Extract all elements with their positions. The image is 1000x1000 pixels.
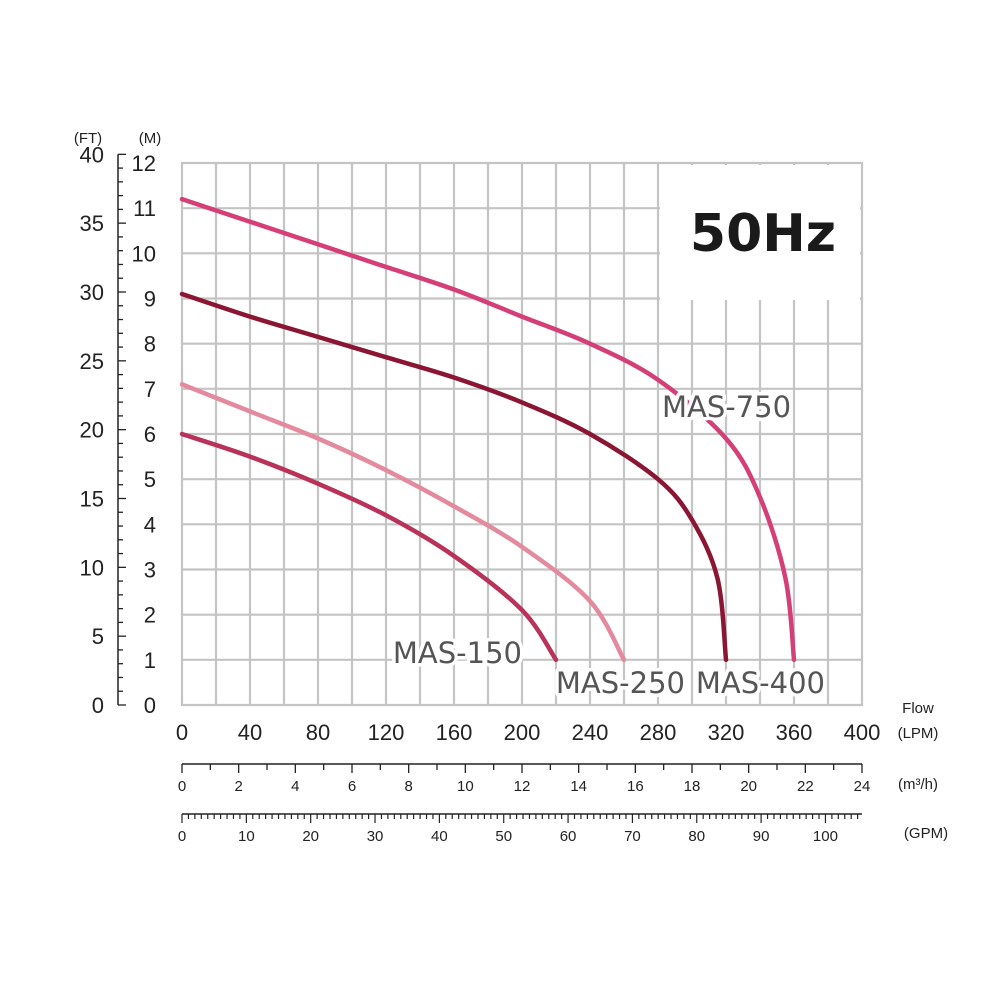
x-tick-label-m3h: 10 — [457, 778, 474, 795]
x-tick-label-gpm: 20 — [302, 828, 319, 845]
x-tick-label-lpm: 280 — [640, 720, 677, 745]
y-tick-label-ft: 10 — [80, 555, 104, 580]
x-tick-label-lpm: 200 — [504, 720, 541, 745]
y-unit-m: (M) — [139, 130, 162, 147]
curve-mas-250 — [179, 382, 627, 663]
x-tick-label-lpm: 360 — [776, 720, 813, 745]
chart-labels: 50HzMAS-750MAS-750MAS-400MAS-400MAS-250M… — [389, 204, 836, 704]
performance-curves — [179, 196, 797, 663]
y-tick-label-m: 6 — [144, 422, 156, 447]
x-tick-label-m3h: 12 — [514, 778, 531, 795]
y-tick-label-m: 4 — [144, 512, 156, 537]
y-tick-label-m: 8 — [144, 332, 156, 357]
x-tick-label-m3h: 20 — [740, 778, 757, 795]
y-tick-label-m: 0 — [144, 693, 156, 718]
y-tick-label-m: 7 — [144, 377, 156, 402]
x-tick-label-gpm: 50 — [495, 828, 512, 845]
x-tick-label-gpm: 0 — [178, 828, 186, 845]
y-tick-label-ft: 0 — [92, 693, 104, 718]
x-tick-label-lpm: 160 — [436, 720, 473, 745]
frequency-label: 50Hz — [690, 204, 836, 264]
x-tick-label-lpm: 400 — [844, 720, 881, 745]
x-tick-label-m3h: 4 — [291, 778, 299, 795]
x-tick-label-m3h: 14 — [570, 778, 587, 795]
x-tick-label-m3h: 16 — [627, 778, 644, 795]
series-label-halo: MAS-750 — [662, 390, 791, 424]
x-unit-m3h: (m³/h) — [898, 776, 938, 793]
series-label-mas-250: MAS-250 — [556, 666, 685, 700]
x-tick-label-gpm: 70 — [624, 828, 641, 845]
x-tick-label-gpm: 10 — [238, 828, 255, 845]
y-tick-label-m: 12 — [132, 151, 156, 176]
x-tick-label-m3h: 18 — [684, 778, 701, 795]
x-tick-label-gpm: 100 — [813, 828, 838, 845]
series-label-mas-150: MAS-150 — [393, 636, 522, 670]
x-tick-label-m3h: 24 — [854, 778, 871, 795]
x-tick-label-gpm: 30 — [367, 828, 384, 845]
y-tick-label-m: 3 — [144, 558, 156, 583]
series-label-halo: MAS-400 — [696, 666, 825, 700]
y-tick-label-m: 2 — [144, 603, 156, 628]
y-tick-label-m: 5 — [144, 467, 156, 492]
y-tick-label-ft: 35 — [80, 211, 104, 236]
x-unit-lpm: (LPM) — [898, 725, 939, 742]
x-tick-label-m3h: 6 — [348, 778, 356, 795]
x-tick-label-m3h: 22 — [797, 778, 814, 795]
x-tick-label-lpm: 40 — [238, 720, 262, 745]
x-tick-label-lpm: 320 — [708, 720, 745, 745]
y-tick-label-m: 10 — [132, 241, 156, 266]
x-tick-label-m3h: 0 — [178, 778, 186, 795]
curve-mas-150 — [179, 431, 559, 663]
x-tick-label-gpm: 40 — [431, 828, 448, 845]
y-tick-label-ft: 15 — [80, 486, 104, 511]
series-label-mas-400: MAS-400 — [696, 666, 825, 700]
series-label-mas-750: MAS-750 — [662, 390, 791, 424]
x-tick-label-lpm: 80 — [306, 720, 330, 745]
y-tick-label-ft: 20 — [80, 418, 104, 443]
curve-mas-400 — [179, 291, 729, 663]
y-unit-ft: (FT) — [74, 130, 102, 147]
y-tick-label-ft: 5 — [92, 624, 104, 649]
y-tick-label-ft: 25 — [80, 349, 104, 374]
x-tick-label-lpm: 120 — [368, 720, 405, 745]
x-tick-label-m3h: 2 — [234, 778, 242, 795]
x-tick-label-lpm: 0 — [176, 720, 188, 745]
chart-axes: 0123456789101112(M)0510152025303540(FT)0… — [74, 130, 948, 845]
x-axis-title: Flow — [902, 700, 934, 717]
frequency-box — [660, 165, 860, 300]
x-tick-label-m3h: 8 — [404, 778, 412, 795]
x-unit-gpm: (GPM) — [904, 825, 948, 842]
y-tick-label-ft: 30 — [80, 280, 104, 305]
x-tick-label-lpm: 240 — [572, 720, 609, 745]
series-label-halo: MAS-250 — [556, 666, 685, 700]
x-tick-label-gpm: 60 — [560, 828, 577, 845]
curve-mas-750 — [179, 196, 797, 663]
y-tick-label-m: 9 — [144, 287, 156, 312]
y-tick-label-m: 11 — [133, 196, 156, 221]
x-tick-label-gpm: 90 — [753, 828, 770, 845]
chart-grid — [180, 161, 864, 707]
x-tick-label-gpm: 80 — [688, 828, 705, 845]
y-tick-label-m: 1 — [144, 648, 156, 673]
series-label-halo: MAS-150 — [393, 636, 522, 670]
y-tick-label-ft: 40 — [80, 142, 104, 167]
